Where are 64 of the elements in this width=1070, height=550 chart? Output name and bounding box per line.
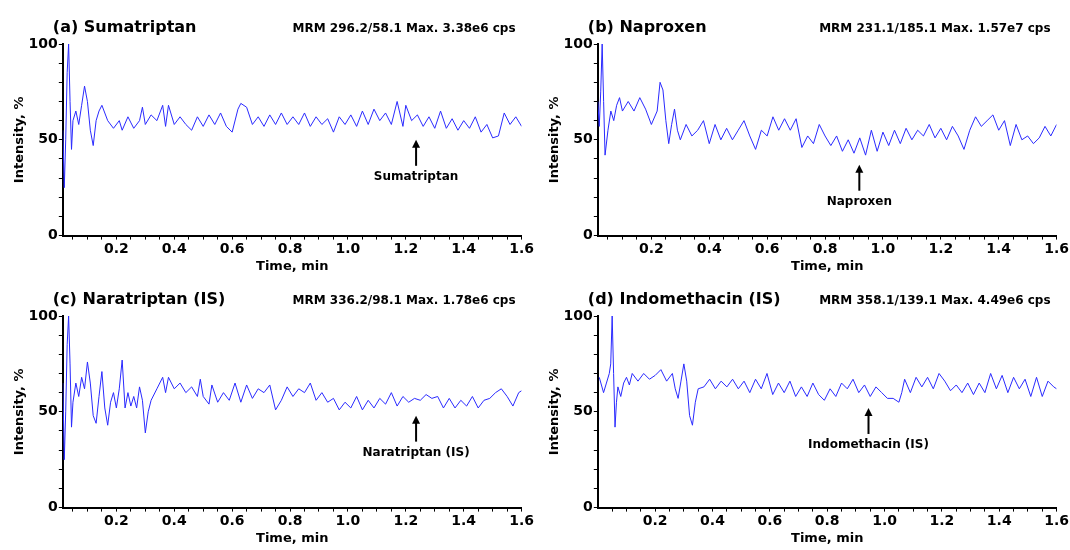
x-tick-label: 0.6 [219,239,245,256]
x-tick-label: 1.4 [986,511,1012,528]
chart-subtitle: MRM 358.1/139.1 Max. 4.49e6 cps [819,293,1051,307]
x-tick-label: 1.4 [986,239,1012,256]
chart-title: (d) Indomethacin (IS) [587,289,781,308]
x-tick-label: 0.8 [814,511,840,528]
y-tick-label: 50 [573,130,594,147]
chart-subtitle: MRM 231.1/185.1 Max. 1.57e7 cps [819,21,1051,35]
x-tick-label: 1.0 [335,239,361,256]
x-axis-title: Time, min [256,257,329,273]
x-axis-title: Time, min [791,529,864,545]
chart-subtitle: MRM 336.2/98.1 Max. 1.78e6 cps [292,293,516,307]
y-tick-label: 50 [573,402,594,419]
x-tick-label: 0.8 [812,239,838,256]
y-tick-label: 0 [583,226,594,243]
chart-title: (b) Naproxen [587,17,707,36]
x-tick-label: 1.2 [929,511,955,528]
x-tick-label: 1.6 [1044,511,1070,528]
annotation: Naratriptan (IS) [362,444,470,459]
y-tick-label: 50 [38,130,59,147]
x-tick-label: 0.4 [161,239,187,256]
x-tick-label: 0.6 [754,239,780,256]
x-tick-label: 0.4 [700,511,726,528]
x-tick-label: 1.6 [1044,239,1070,256]
y-tick-label: 0 [48,498,59,515]
y-axis-title: Intensity, % [11,368,27,456]
x-tick-label: 1.2 [393,239,419,256]
x-tick-label: 0.6 [757,511,783,528]
y-axis-title: Intensity, % [546,96,562,184]
y-tick-label: 0 [583,498,594,515]
y-axis-title: Intensity, % [11,96,27,184]
x-tick-label: 1.6 [509,511,535,528]
x-tick-label: 1.6 [509,239,535,256]
x-tick-label: 1.0 [335,511,361,528]
x-tick-label: 1.0 [870,239,896,256]
y-tick-label: 100 [563,306,594,323]
x-tick-label: 1.4 [451,511,477,528]
x-tick-label: 1.4 [451,239,477,256]
x-tick-label: 0.2 [103,239,129,256]
y-tick-label: 0 [48,226,59,243]
annotation: Naproxen [826,193,892,208]
x-tick-label: 1.0 [872,511,898,528]
y-tick-label: 100 [28,306,59,323]
x-tick-label: 1.2 [393,511,419,528]
y-tick-label: 50 [38,402,59,419]
y-axis-title: Intensity, % [546,368,562,456]
x-axis-title: Time, min [791,257,864,273]
y-tick-label: 100 [563,34,594,51]
x-tick-label: 0.8 [277,511,303,528]
x-tick-label: 1.2 [928,239,954,256]
chart-subtitle: MRM 296.2/58.1 Max. 3.38e6 cps [292,21,516,35]
x-tick-label: 0.2 [638,239,664,256]
x-tick-label: 0.2 [642,511,668,528]
annotation: Sumatriptan [373,168,459,183]
x-axis-title: Time, min [256,529,329,545]
x-tick-label: 0.8 [277,239,303,256]
x-tick-label: 0.6 [219,511,245,528]
chart-title: (c) Naratriptan (IS) [52,289,226,308]
x-tick-label: 0.4 [696,239,722,256]
annotation: Indomethacin (IS) [808,437,929,452]
x-tick-label: 0.4 [161,511,187,528]
chart-title: (a) Sumatriptan [52,17,197,36]
y-tick-label: 100 [28,34,59,51]
x-tick-label: 0.2 [103,511,129,528]
